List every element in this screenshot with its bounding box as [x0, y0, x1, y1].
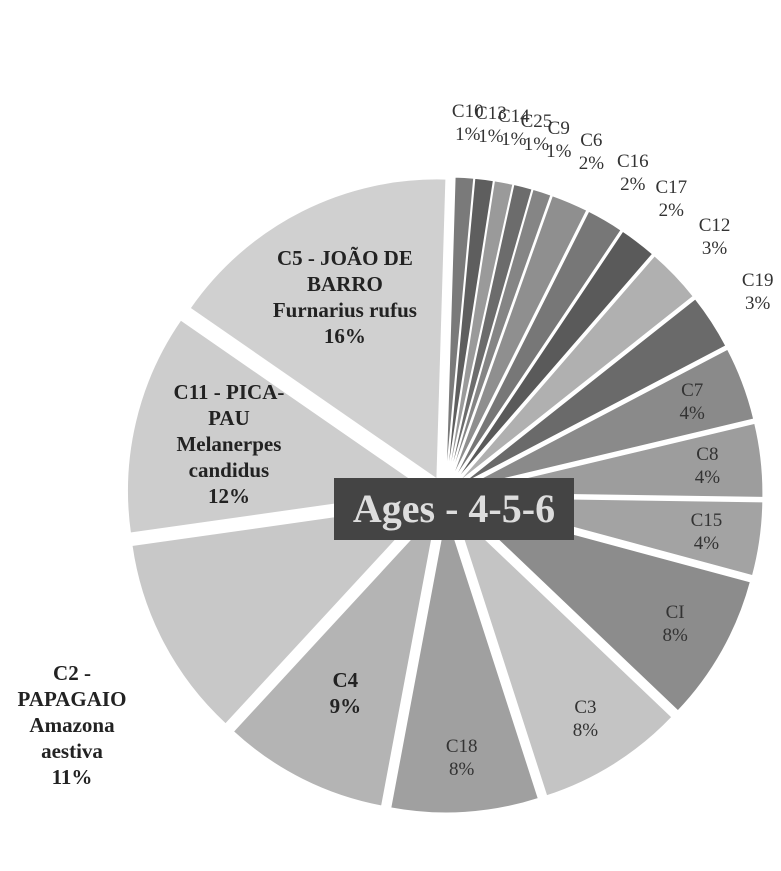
value-label: 1% — [523, 134, 550, 156]
slice-label: C15 4% — [691, 509, 723, 555]
value-label: 11% — [51, 765, 93, 789]
value-label: 8% — [572, 719, 599, 741]
category-label: C18 — [445, 736, 478, 758]
category-label: C9 — [547, 117, 570, 139]
value-label: 1% — [478, 125, 504, 147]
pie-slice — [453, 210, 622, 480]
pie-slice — [189, 178, 447, 480]
value-label: 12% — [207, 483, 250, 508]
value-label: 4% — [694, 467, 721, 489]
category-label: C19 — [741, 269, 774, 291]
slice-label: C9 1% — [546, 117, 571, 163]
category-label: C16 — [616, 150, 649, 172]
pie-slice — [447, 180, 514, 478]
value-label: 8% — [449, 759, 475, 781]
category-label: C17 — [655, 176, 688, 198]
pie-slice — [451, 195, 588, 479]
category-label: C3 — [574, 696, 597, 718]
value-label: 16% — [323, 323, 366, 348]
slice-label: CI 8% — [662, 601, 687, 647]
category-label: C2 - PAPAGAIO Amazona aestiva — [17, 661, 127, 763]
pie-slice — [455, 230, 654, 482]
value-label: 9% — [329, 694, 362, 719]
category-label: C11 - PICA-PAU Melanerpes candidus — [173, 379, 285, 482]
category-label: C10 — [451, 100, 484, 122]
category-label: C5 - JOÃO DE BARRO Furnarius rufus — [272, 245, 417, 322]
category-label: C14 — [497, 106, 530, 128]
slice-label: C25 1% — [521, 110, 553, 156]
slice-label: C17 2% — [656, 176, 688, 222]
slice-label: C12 3% — [699, 214, 731, 260]
pie-slice — [450, 188, 552, 479]
category-label: C13 — [475, 102, 507, 124]
category-label: C7 — [681, 380, 704, 402]
pie-slice — [459, 298, 727, 486]
slice-label: C5 - JOÃO DE BARRO Furnarius rufus 16% — [270, 245, 420, 349]
value-label: 4% — [693, 532, 720, 554]
category-label: C6 — [580, 129, 603, 151]
pie-slice — [131, 502, 431, 725]
chart-title: Ages - 4-5-6 — [334, 478, 574, 540]
slice-label: C18 8% — [446, 735, 478, 781]
slice-label: C4 9% — [270, 667, 420, 719]
slice-label: C13 1% — [475, 102, 507, 148]
slice-label: C7 4% — [680, 379, 705, 425]
value-label: 8% — [662, 625, 688, 647]
slice-label: C8 4% — [695, 443, 720, 489]
category-label: C25 — [520, 111, 553, 133]
slice-label: C14 1% — [498, 105, 530, 151]
slice-label: C6 2% — [579, 129, 604, 175]
pie-slice — [445, 176, 475, 478]
pie-slice — [461, 348, 755, 490]
pie-slice — [232, 509, 438, 807]
slice-label: C11 - PICA-PAU Melanerpes candidus 12% — [154, 379, 304, 509]
pie-slice — [460, 503, 751, 712]
slice-label: C19 3% — [742, 269, 774, 315]
category-label: C12 — [698, 215, 731, 237]
pie-slice — [454, 509, 673, 797]
value-label: 2% — [658, 199, 684, 221]
value-label: 3% — [701, 238, 728, 260]
pie-slice — [390, 512, 539, 814]
slice-label: C2 - PAPAGAIO Amazona aestiva 11% — [0, 660, 147, 790]
value-label: 4% — [679, 403, 705, 425]
value-label: 1% — [501, 129, 527, 151]
slice-label: C16 2% — [617, 150, 649, 196]
value-label: 1% — [455, 123, 481, 145]
slice-label: C10 1% — [452, 100, 484, 146]
pie-slice — [457, 255, 694, 483]
category-label: CI — [665, 602, 685, 624]
value-label: 2% — [578, 152, 605, 174]
category-label: C8 — [696, 444, 719, 466]
value-label: 1% — [546, 140, 572, 162]
category-label: C4 — [332, 668, 359, 693]
slice-label: C3 8% — [573, 696, 598, 742]
category-label: C15 — [690, 509, 723, 531]
value-label: 3% — [745, 292, 771, 314]
pie-slice — [448, 183, 533, 478]
pie-slice — [446, 177, 494, 478]
value-label: 2% — [620, 173, 646, 195]
